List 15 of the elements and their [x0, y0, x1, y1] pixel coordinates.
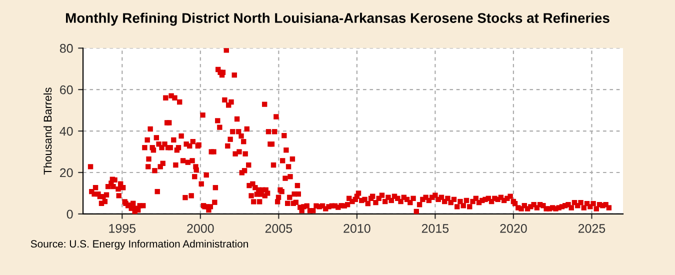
chart-title: Monthly Refining District North Louisiana-Arkansas Kerosene Stocks at Refineries — [66, 12, 610, 26]
x-tick-label: 2005 — [265, 224, 292, 233]
y-tick-label: 60 — [60, 85, 73, 94]
x-tick-label: 2010 — [344, 224, 370, 233]
y-tick-label: 20 — [60, 168, 73, 178]
y-axis-title: Thousand Barrels — [43, 88, 52, 175]
source-note: Source: U.S. Energy Information Administration — [30, 240, 248, 250]
y-tick-label: 80 — [60, 44, 73, 53]
x-tick-label: 2020 — [500, 224, 527, 233]
x-tick-label: 2000 — [187, 224, 214, 233]
y-tick-label: 0 — [66, 210, 73, 219]
x-tick-label: 2015 — [422, 224, 449, 233]
x-tick-label: 2025 — [578, 224, 606, 233]
x-tick-label: 1995 — [109, 224, 136, 233]
y-tick-label: 40 — [60, 126, 73, 136]
